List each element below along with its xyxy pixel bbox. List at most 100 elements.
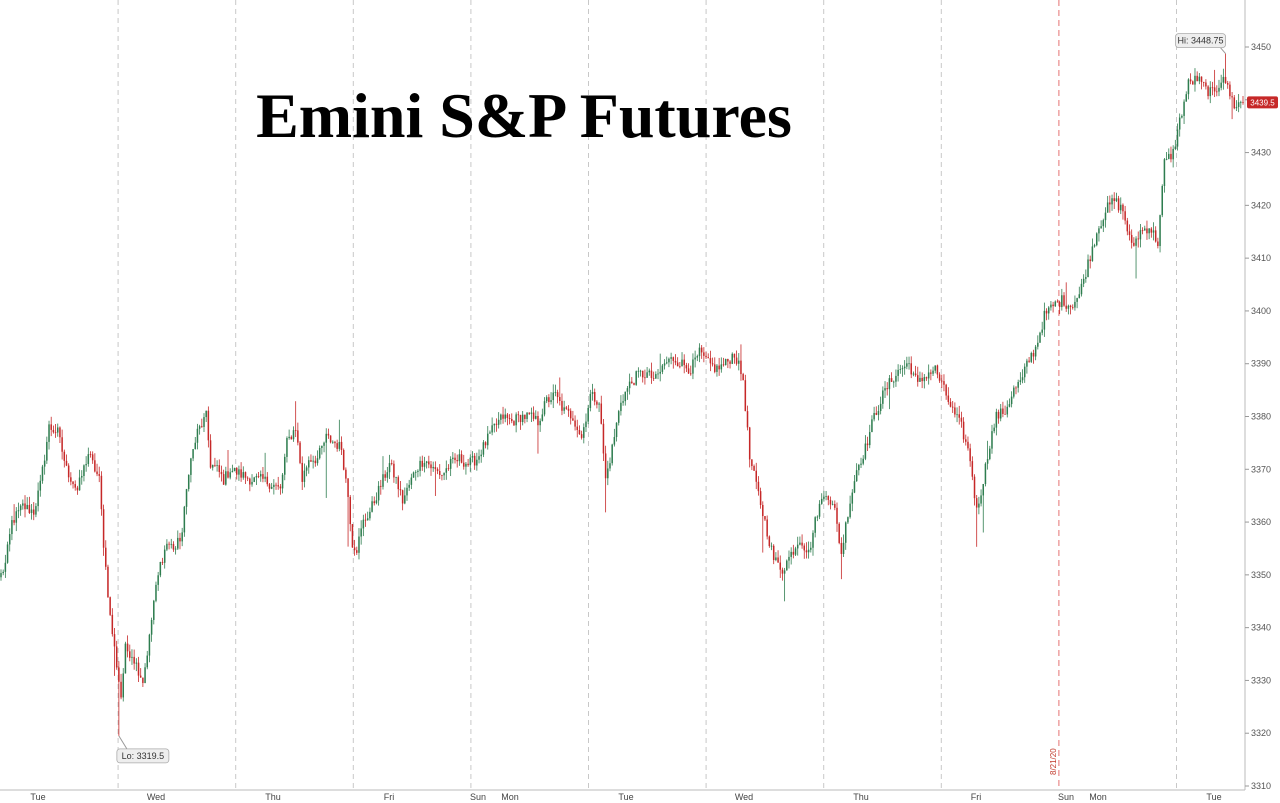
candle-body xyxy=(100,475,103,510)
candle-body xyxy=(30,509,33,513)
candle-body xyxy=(1017,382,1019,388)
candle-body xyxy=(183,506,186,533)
candle-body xyxy=(1209,87,1212,97)
candle-body xyxy=(495,423,498,425)
candle-body xyxy=(882,390,884,404)
candle-body xyxy=(70,477,72,482)
candle-body xyxy=(351,524,354,548)
candle-body xyxy=(617,411,620,423)
candle-body xyxy=(943,381,945,385)
candle-body xyxy=(1218,87,1220,92)
candle-body xyxy=(384,474,386,478)
candle-body xyxy=(231,470,234,473)
candle-body xyxy=(735,357,738,364)
candle-body xyxy=(753,466,755,471)
candle-body xyxy=(493,423,496,426)
candle-body xyxy=(364,519,367,521)
candle-body xyxy=(497,419,500,425)
candle-body xyxy=(792,551,795,555)
candle-body xyxy=(591,391,594,394)
candle-body xyxy=(11,520,13,535)
candle-body xyxy=(72,481,74,485)
candle-body xyxy=(1161,186,1164,216)
candle-body xyxy=(807,549,810,553)
candle-body xyxy=(1146,228,1148,234)
candle-body xyxy=(696,356,699,358)
candle-body xyxy=(622,401,624,403)
candle-body xyxy=(718,365,720,370)
candle-body xyxy=(218,465,221,472)
candle-body xyxy=(1189,79,1192,82)
candle-body xyxy=(76,487,79,491)
candle-body xyxy=(1168,153,1170,159)
candle-body xyxy=(32,509,35,515)
candle-body xyxy=(111,614,114,635)
candle-body xyxy=(969,448,971,462)
candle-body xyxy=(1226,83,1229,85)
candle-body xyxy=(161,561,164,563)
candle-body xyxy=(1032,353,1035,357)
candle-body xyxy=(836,507,838,524)
y-tick-label: 3400 xyxy=(1251,306,1271,316)
candle-body xyxy=(895,375,897,382)
high-callout-label: Hi: 3448.75 xyxy=(1178,36,1224,46)
candle-body xyxy=(299,442,301,463)
candle-body xyxy=(286,438,288,457)
candle-body xyxy=(971,461,974,477)
candle-body xyxy=(786,560,788,571)
candle-body xyxy=(238,469,240,475)
candle-body xyxy=(1220,82,1222,88)
candle-body xyxy=(321,445,323,448)
candle-body xyxy=(1194,75,1196,85)
candle-body xyxy=(980,495,982,504)
candle-body xyxy=(818,503,821,517)
candle-body xyxy=(329,435,332,443)
candle-body xyxy=(646,372,648,378)
candle-body xyxy=(1159,215,1161,247)
candle-body xyxy=(681,359,683,367)
candle-body xyxy=(35,506,37,515)
candle-body xyxy=(1056,301,1059,303)
candle-body xyxy=(107,566,109,598)
candle-body xyxy=(382,474,384,487)
candle-body xyxy=(194,442,197,450)
candle-body xyxy=(648,370,651,373)
candle-body xyxy=(707,357,709,359)
candle-body xyxy=(888,378,891,390)
candle-body xyxy=(153,600,155,620)
candle-body xyxy=(489,432,491,434)
candle-body xyxy=(847,517,849,523)
candle-body xyxy=(975,498,978,508)
candle-body xyxy=(347,478,349,497)
candle-body xyxy=(578,430,581,435)
candle-body xyxy=(513,421,515,426)
candle-body xyxy=(137,662,140,676)
candle-body xyxy=(80,475,83,478)
candle-body xyxy=(788,556,790,561)
candle-body xyxy=(598,403,600,405)
candle-body xyxy=(1013,387,1015,397)
candle-body xyxy=(960,417,963,422)
candle-body xyxy=(467,463,469,466)
candle-body xyxy=(698,347,701,357)
candle-body xyxy=(4,562,7,572)
candle-body xyxy=(94,460,96,472)
candle-body xyxy=(131,656,133,658)
candle-body xyxy=(1170,153,1172,160)
candle-body xyxy=(687,368,690,374)
candle-body xyxy=(1067,305,1070,309)
candle-body xyxy=(973,476,976,499)
candle-body xyxy=(275,484,277,486)
candle-body xyxy=(1172,148,1174,160)
candle-body xyxy=(148,634,151,656)
candle-body xyxy=(991,431,993,449)
candle-body xyxy=(1102,220,1105,227)
candle-body xyxy=(456,460,458,462)
low-callout-box xyxy=(116,748,170,764)
candle-body xyxy=(277,485,279,487)
candle-body xyxy=(209,440,212,468)
candle-body xyxy=(105,547,107,567)
candle-body xyxy=(844,522,847,543)
candle-body xyxy=(465,463,467,467)
candle-body xyxy=(1174,146,1177,149)
